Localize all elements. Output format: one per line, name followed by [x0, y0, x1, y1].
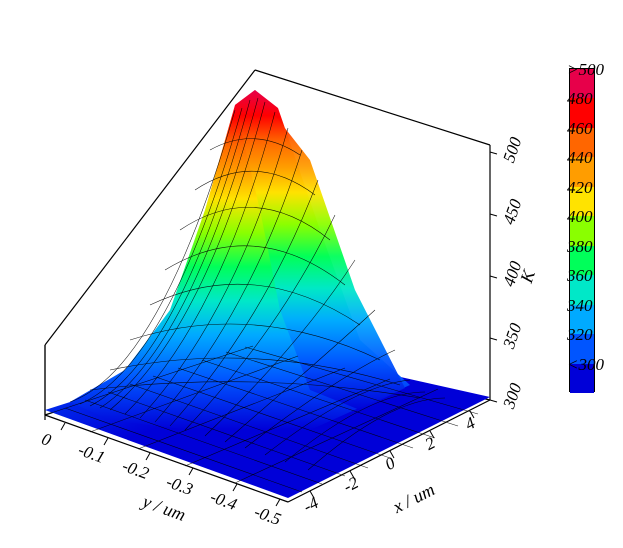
colorbar-labels: >500480460440420400380360340320<300 [517, 60, 565, 400]
z-axis-ticks [490, 152, 497, 402]
surface-peak [70, 90, 410, 430]
